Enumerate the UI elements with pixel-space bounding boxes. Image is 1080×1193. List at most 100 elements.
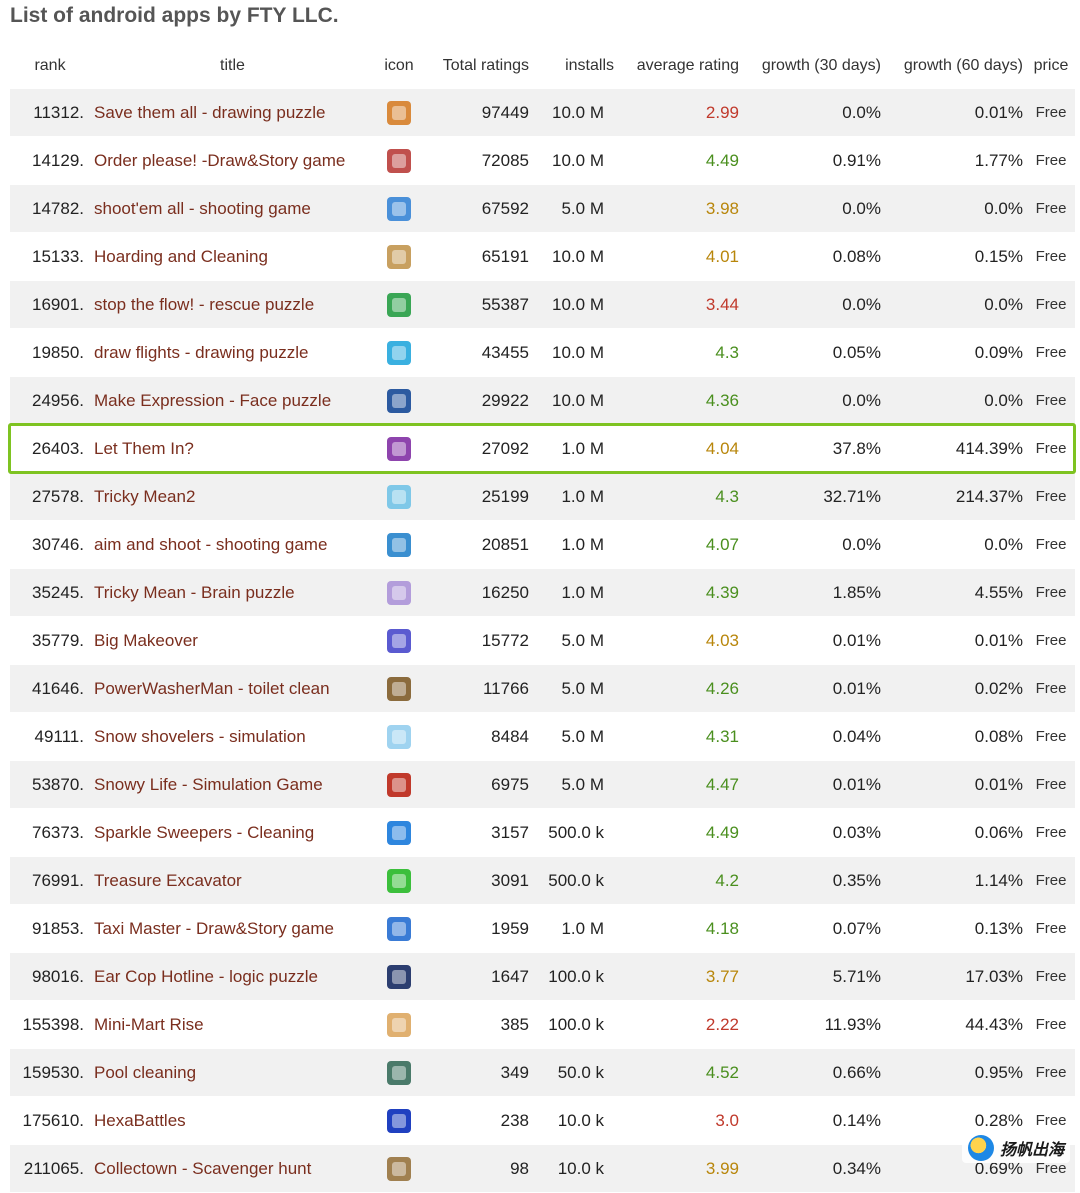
app-icon[interactable] [387,436,411,461]
header-rank[interactable]: rank [34,57,66,74]
total-ratings-cell: 15772 [423,616,533,665]
rank-cell: 24956. [10,376,90,425]
app-icon[interactable] [387,1156,411,1181]
app-title-link[interactable]: Pool cleaning [90,1048,375,1097]
header-title[interactable]: title [220,57,245,74]
app-icon[interactable] [387,388,411,413]
app-title-link[interactable]: Mini-Mart Rise [90,1000,375,1049]
app-icon[interactable] [387,244,411,269]
app-title-link[interactable]: aim and shoot - shooting game [90,520,375,569]
app-title-link[interactable]: Order please! -Draw&Story game [90,136,375,185]
growth-30-cell: 0.07% [743,904,885,953]
app-title-link[interactable]: Treasure Excavator [90,856,375,905]
app-title-link[interactable]: Make Expression - Face puzzle [90,376,375,425]
table-row[interactable]: 175610. HexaBattles 238 10.0 k 3.0 0.14% 0.28%… [10,1096,1075,1145]
app-icon[interactable] [387,724,411,749]
table-row[interactable]: 19850. draw flights - drawing puzzle 43455… [10,328,1075,377]
table-row[interactable]: 15133. Hoarding and Cleaning 65191 10.0 M 4.… [10,232,1075,281]
table-row[interactable]: 76373. Sparkle Sweepers - Cleaning 3157 500… [10,808,1075,857]
app-icon[interactable] [387,484,411,509]
header-growth-60[interactable]: growth (60 days) [903,57,1023,74]
app-icon[interactable] [387,148,411,173]
app-icon[interactable] [387,868,411,893]
total-ratings-cell: 29922 [423,376,533,425]
table-row[interactable]: 27578. Tricky Mean2 25199 1.0 M 4.3 32.71% 214… [10,472,1075,521]
table-row[interactable]: 14782. shoot'em all - shooting game 67592 5… [10,184,1075,233]
app-title-link[interactable]: Big Makeover [90,616,375,665]
growth-60-cell: 0.01% [885,760,1027,809]
app-title-link[interactable]: Hoarding and Cleaning [90,232,375,281]
price-cell: Free [1027,1000,1075,1049]
table-row[interactable]: 35245. Tricky Mean - Brain puzzle 16250 1.0… [10,568,1075,617]
header-total-ratings[interactable]: Total ratings [442,57,529,74]
icon-cell [375,568,423,617]
table-row[interactable]: 24956. Make Expression - Face puzzle 29922… [10,376,1075,425]
table-row[interactable]: 98016. Ear Cop Hotline - logic puzzle 1647… [10,952,1075,1001]
app-icon[interactable] [387,676,411,701]
table-header-row: rank title icon Total ratings installs a… [10,43,1075,89]
table-row[interactable]: 30746. aim and shoot - shooting game 20851… [10,520,1075,569]
app-title-link[interactable]: HexaBattles [90,1096,375,1145]
table-row[interactable]: 211065. Collectown - Scavenger hunt 98 10.0… [10,1144,1075,1193]
header-price[interactable]: price [1033,57,1069,74]
app-title-link[interactable]: Let Them In? [90,424,375,473]
apps-table: rank title icon Total ratings installs a… [10,43,1075,1193]
icon-cell [375,472,423,521]
table-row[interactable]: 11312. Save them all - drawing puzzle 9744… [10,89,1075,137]
app-title-link[interactable]: stop the flow! - rescue puzzle [90,280,375,329]
price-cell: Free [1027,376,1075,425]
table-row[interactable]: 91853. Taxi Master - Draw&Story game 1959 1… [10,904,1075,953]
page-title: List of android apps by FTY LLC. [10,4,339,27]
app-icon[interactable] [387,532,411,557]
app-title-link[interactable]: Save them all - drawing puzzle [90,89,375,137]
table-row[interactable]: 16901. stop the flow! - rescue puzzle 5538… [10,280,1075,329]
watermark: 扬帆出海 [961,1133,1070,1163]
app-icon[interactable] [387,1012,411,1037]
header-growth-30[interactable]: growth (30 days) [761,57,881,74]
app-icon[interactable] [387,340,411,365]
app-title-link[interactable]: Snowy Life - Simulation Game [90,760,375,809]
table-row[interactable]: 14129. Order please! -Draw&Story game 7208… [10,136,1075,185]
app-icon[interactable] [387,1060,411,1085]
icon-cell [375,808,423,857]
table-row[interactable]: 155398. Mini-Mart Rise 385 100.0 k 2.22 11.93… [10,1000,1075,1049]
table-row[interactable]: 49111. Snow shovelers - simulation 8484 5.0… [10,712,1075,761]
app-icon[interactable] [387,820,411,845]
growth-30-cell: 0.05% [743,328,885,377]
app-icon[interactable] [387,772,411,797]
app-title-link[interactable]: Snow shovelers - simulation [90,712,375,761]
app-icon[interactable] [387,964,411,989]
app-title-link[interactable]: Collectown - Scavenger hunt [90,1144,375,1193]
app-icon[interactable] [387,1108,411,1133]
total-ratings-cell: 11766 [423,664,533,713]
app-title-link[interactable]: PowerWasherMan - toilet clean [90,664,375,713]
table-row[interactable]: 159530. Pool cleaning 349 50.0 k 4.52 0.66% 0.… [10,1048,1075,1097]
app-icon[interactable] [387,100,411,125]
table-row[interactable]: 53870. Snowy Life - Simulation Game 6975 5.… [10,760,1075,809]
app-icon[interactable] [387,916,411,941]
app-title-link[interactable]: Tricky Mean - Brain puzzle [90,568,375,617]
app-title-link[interactable]: shoot'em all - shooting game [90,184,375,233]
total-ratings-cell: 97449 [423,89,533,137]
app-icon[interactable] [387,196,411,221]
app-title-link[interactable]: Sparkle Sweepers - Cleaning [90,808,375,857]
installs-cell: 5.0 M [533,760,618,809]
header-average-rating[interactable]: average rating [636,57,739,74]
average-rating-cell: 4.2 [618,856,743,905]
growth-60-cell: 17.03% [885,952,1027,1001]
growth-30-cell: 0.01% [743,616,885,665]
app-title-link[interactable]: Taxi Master - Draw&Story game [90,904,375,953]
app-title-link[interactable]: Ear Cop Hotline - logic puzzle [90,952,375,1001]
price-cell: Free [1027,232,1075,281]
app-icon[interactable] [387,580,411,605]
app-title-link[interactable]: draw flights - drawing puzzle [90,328,375,377]
app-icon[interactable] [387,292,411,317]
growth-60-cell: 4.55% [885,568,1027,617]
header-installs[interactable]: installs [565,57,614,74]
table-row[interactable]: 26403. Let Them In? 27092 1.0 M 4.04 37.8% 414… [10,424,1075,473]
app-title-link[interactable]: Tricky Mean2 [90,472,375,521]
table-row[interactable]: 35779. Big Makeover 15772 5.0 M 4.03 0.01% 0.0… [10,616,1075,665]
table-row[interactable]: 76991. Treasure Excavator 3091 500.0 k 4.2 0.… [10,856,1075,905]
table-row[interactable]: 41646. PowerWasherMan - toilet clean 11766… [10,664,1075,713]
app-icon[interactable] [387,628,411,653]
